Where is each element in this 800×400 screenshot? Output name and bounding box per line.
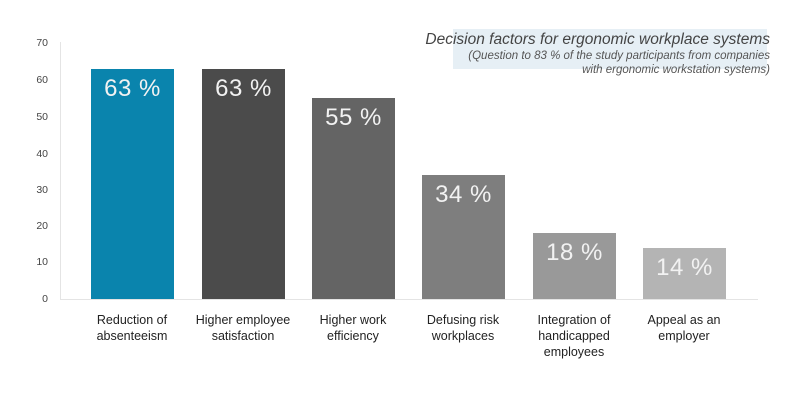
title-highlight [453,29,767,69]
x-label-line: Higher employee [195,313,291,327]
x-label-line: Defusing risk [426,313,500,327]
bar: 14 % [643,247,726,299]
chart-subtitle-line2: with ergonomic workstation systems) [582,64,770,76]
x-label: Integration of handicapped employees [514,312,634,360]
x-label-line: Higher work [319,313,387,327]
x-label: Higher employee satisfaction [183,312,303,344]
x-label-line: satisfaction [211,329,275,343]
chart-title: Decision factors for ergonomic workplace… [425,31,770,48]
chart-title-block: Decision factors for ergonomic workplace… [425,30,770,77]
bar-value-label: 34 % [435,180,492,208]
bar-value-label: 18 % [546,239,603,267]
x-axis-baseline [60,299,758,300]
bar-value-label: 63 % [215,74,272,102]
bar: 63 % [91,68,174,299]
bar: 34 % [422,174,505,299]
x-label-line: employer [658,329,710,343]
bar-value-label: 63 % [104,74,161,102]
bar: 63 % [202,68,285,299]
y-tick: 0 [42,293,48,305]
x-label-line: workplaces [431,329,495,343]
y-tick: 40 [36,148,48,160]
x-label-line: absenteeism [96,329,168,343]
y-tick: 50 [36,111,48,123]
x-label-line: employees [543,345,605,359]
bar-value-label: 55 % [325,103,382,131]
x-label: Higher work efficiency [293,312,413,344]
x-label-line: Reduction of [96,313,168,327]
x-label-line: handicapped [538,329,610,343]
chart-subtitle-line1: (Question to 83 % of the study participa… [468,50,770,62]
x-label-line: efficiency [327,329,379,343]
bar: 55 % [312,97,395,299]
y-tick: 60 [36,74,48,86]
y-axis-line [60,42,61,300]
x-label-line: Appeal as an [647,313,721,327]
y-tick: 70 [36,37,48,49]
y-tick: 10 [36,256,48,268]
x-label: Reduction of absenteeism [72,312,192,344]
y-tick: 30 [36,184,48,196]
x-label: Defusing risk workplaces [403,312,523,344]
x-label: Appeal as an employer [624,312,744,344]
y-tick: 20 [36,220,48,232]
bar: 18 % [533,233,616,299]
bar-value-label: 14 % [656,253,713,281]
x-label-line: Integration of [537,313,611,327]
